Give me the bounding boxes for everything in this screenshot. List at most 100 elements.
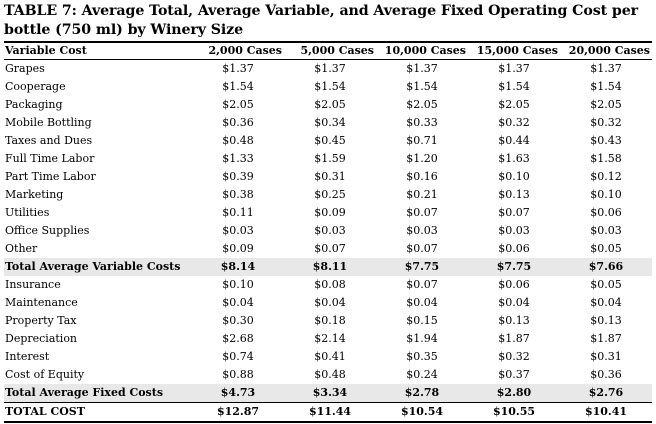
column-header-15000-cases: 15,000 Cases (468, 41, 560, 60)
cost-cell: $0.36 (590, 368, 622, 381)
cost-cell: $0.09 (314, 206, 346, 219)
row-label: Depreciation (5, 332, 78, 345)
cost-cell: $0.41 (314, 350, 346, 363)
cost-cell: $0.44 (498, 134, 530, 147)
row-label: Total Average Fixed Costs (4, 384, 192, 403)
row-label: Packaging (5, 98, 63, 111)
row-label: Insurance (5, 278, 61, 291)
cost-cell: $10.54 (376, 402, 468, 423)
cost-cell: $1.37 (222, 62, 254, 75)
cost-cell: $0.36 (222, 116, 254, 129)
cost-cell: $1.59 (314, 152, 346, 165)
cost-cell: $0.37 (498, 368, 530, 381)
cost-cell: $0.34 (314, 116, 346, 129)
column-header-2000-cases: 2,000 Cases (192, 41, 284, 60)
cost-cell: $10.41 (560, 402, 652, 423)
cost-cell: $0.74 (222, 350, 254, 363)
cost-cell: $0.05 (590, 278, 622, 291)
cost-cell: $7.75 (376, 258, 468, 276)
cost-cell: $0.30 (222, 314, 254, 327)
table-row: Taxes and Dues $0.48 $0.45 $0.71 $0.44 $0.43 (4, 132, 652, 150)
cost-cell: $2.14 (314, 332, 346, 345)
cost-cell: $0.45 (314, 134, 346, 147)
header-row: Variable Cost 2,000 Cases 5,000 Cases 10… (4, 41, 652, 60)
cost-cell: $0.03 (222, 224, 254, 237)
cost-cell: $1.54 (406, 80, 438, 93)
cost-cell: $1.54 (590, 80, 622, 93)
cost-cell: $0.35 (406, 350, 438, 363)
column-header-10000-cases: 10,000 Cases (376, 41, 468, 60)
cost-cell: $0.10 (498, 170, 530, 183)
row-label: Part Time Labor (5, 170, 96, 183)
table-row: Packaging $2.05 $2.05 $2.05 $2.05 $2.05 (4, 96, 652, 114)
cost-cell: $1.94 (406, 332, 438, 345)
row-label: Total Average Variable Costs (4, 258, 192, 276)
cost-cell: $0.43 (590, 134, 622, 147)
cost-cell: $0.10 (590, 188, 622, 201)
cost-cell: $2.05 (314, 98, 346, 111)
cost-cell: $0.21 (406, 188, 438, 201)
row-label: Taxes and Dues (5, 134, 93, 147)
column-header-variable-cost: Variable Cost (4, 41, 192, 60)
table-row: Full Time Labor $1.33 $1.59 $1.20 $1.63 $1.58 (4, 150, 652, 168)
row-label: Marketing (5, 188, 64, 201)
cost-cell: $0.13 (498, 314, 530, 327)
cost-cell: $0.48 (314, 368, 346, 381)
total-row: TOTAL COST $12.87 $11.44 $10.54 $10.55 $10.41 (4, 402, 652, 423)
row-label: Mobile Bottling (5, 116, 92, 129)
cost-cell: $0.11 (222, 206, 254, 219)
cost-cell: $4.73 (192, 384, 284, 403)
cost-cell: $2.76 (560, 384, 652, 403)
cost-cell: $1.20 (406, 152, 438, 165)
cost-cell: $0.32 (590, 116, 622, 129)
cost-cell: $2.78 (376, 384, 468, 403)
cost-cell: $2.05 (406, 98, 438, 111)
cost-cell: $1.37 (406, 62, 438, 75)
row-label: Grapes (5, 62, 45, 75)
table-row: Part Time Labor $0.39 $0.31 $0.16 $0.10 $0.12 (4, 168, 652, 186)
row-label: Full Time Labor (5, 152, 95, 165)
cost-cell: $0.04 (222, 296, 254, 309)
cost-cell: $1.37 (498, 62, 530, 75)
cost-cell: $0.48 (222, 134, 254, 147)
cost-cell: $0.31 (590, 350, 622, 363)
cost-cell: $0.12 (590, 170, 622, 183)
cost-cell: $1.58 (590, 152, 622, 165)
cost-cell: $0.10 (222, 278, 254, 291)
table-body: Grapes $1.37 $1.37 $1.37 $1.37 $1.37 Cooperage… (4, 60, 652, 423)
row-label: Maintenance (5, 296, 78, 309)
cost-cell: $2.05 (498, 98, 530, 111)
cost-cell: $3.34 (284, 384, 376, 403)
cost-cell: $0.88 (222, 368, 254, 381)
cost-cell: $0.07 (406, 242, 438, 255)
table-row: Grapes $1.37 $1.37 $1.37 $1.37 $1.37 (4, 60, 652, 79)
table-row: Utilities $0.11 $0.09 $0.07 $0.07 $0.06 (4, 204, 652, 222)
cost-cell: $0.08 (314, 278, 346, 291)
cost-cell: $12.87 (192, 402, 284, 423)
cost-cell: $0.71 (406, 134, 438, 147)
column-header-20000-cases: 20,000 Cases (560, 41, 652, 60)
table-row: Property Tax $0.30 $0.18 $0.15 $0.13 $0.13 (4, 312, 652, 330)
cost-cell: $0.33 (406, 116, 438, 129)
cost-cell: $0.38 (222, 188, 254, 201)
cost-cell: $2.05 (222, 98, 254, 111)
row-label: Cooperage (5, 80, 66, 93)
cost-cell: $1.37 (590, 62, 622, 75)
cost-cell: $8.11 (284, 258, 376, 276)
cost-cell: $0.03 (590, 224, 622, 237)
row-label: Other (5, 242, 38, 255)
row-label: Interest (5, 350, 50, 363)
cost-cell: $7.66 (560, 258, 652, 276)
cost-cell: $0.04 (498, 296, 530, 309)
cost-cell: $0.15 (406, 314, 438, 327)
cost-cell: $0.07 (498, 206, 530, 219)
cost-cell: $0.03 (314, 224, 346, 237)
cost-cell: $2.05 (590, 98, 622, 111)
cost-cell: $0.18 (314, 314, 346, 327)
subtotal-row: Total Average Variable Costs $8.14 $8.11 $7… (4, 258, 652, 276)
subtotal-row: Total Average Fixed Costs $4.73 $3.34 $2.78… (4, 384, 652, 403)
cost-cell: $0.07 (406, 278, 438, 291)
cost-cell: $0.03 (406, 224, 438, 237)
cost-cell: $0.32 (498, 350, 530, 363)
cost-cell: $1.37 (314, 62, 346, 75)
